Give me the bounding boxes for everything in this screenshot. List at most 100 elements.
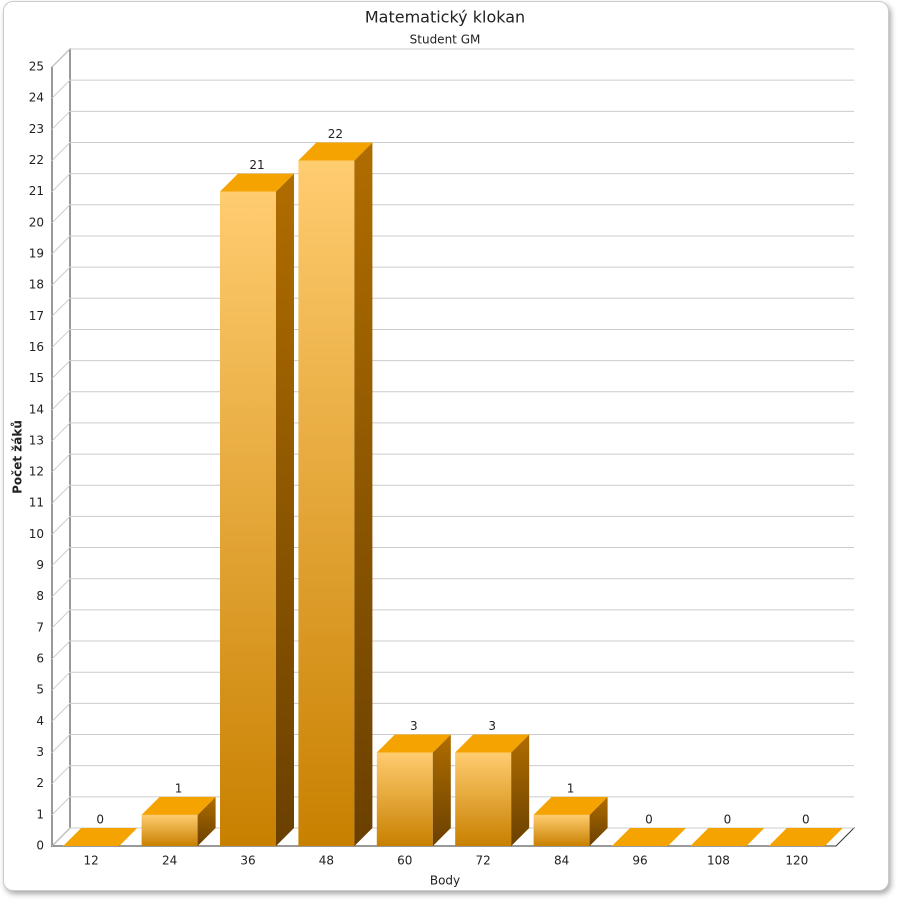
grid-line bbox=[51, 547, 854, 566]
grid-line bbox=[51, 484, 854, 504]
value-label: 0 bbox=[645, 813, 653, 827]
value-label: 0 bbox=[802, 813, 810, 827]
value-label: 22 bbox=[328, 127, 343, 141]
value-label: 1 bbox=[567, 781, 575, 795]
grid-line bbox=[51, 702, 854, 722]
y-tick-label: 21 bbox=[29, 184, 44, 198]
value-label: 21 bbox=[249, 158, 264, 172]
bar-front bbox=[533, 814, 590, 846]
value-label: 1 bbox=[175, 781, 183, 795]
y-tick-label: 16 bbox=[29, 340, 44, 354]
x-tick-label: 36 bbox=[240, 854, 255, 868]
grid-line bbox=[51, 266, 854, 286]
bar-top bbox=[533, 796, 608, 815]
bar bbox=[298, 142, 373, 847]
grid-line bbox=[51, 173, 854, 192]
y-tick-label: 17 bbox=[29, 309, 44, 323]
bar-top bbox=[768, 828, 843, 846]
y-tick-label: 10 bbox=[29, 527, 44, 541]
x-tick-label: 24 bbox=[162, 854, 177, 868]
y-tick-label: 13 bbox=[29, 433, 44, 447]
grid-line bbox=[51, 765, 854, 785]
y-tick-label: 3 bbox=[36, 745, 44, 759]
chart-subtitle: Student GM bbox=[410, 33, 481, 47]
grid-line bbox=[51, 609, 854, 629]
bar-top bbox=[298, 142, 373, 161]
y-tick-label: 2 bbox=[36, 776, 44, 790]
x-tick-label: 84 bbox=[554, 854, 569, 868]
y-tick-label: 15 bbox=[29, 371, 44, 385]
y-tick-label: 11 bbox=[29, 496, 44, 510]
grid-line bbox=[51, 204, 854, 224]
value-label: 3 bbox=[488, 719, 496, 733]
x-tick-label: 96 bbox=[632, 854, 647, 868]
y-tick-label: 6 bbox=[36, 652, 44, 666]
bar bbox=[690, 828, 765, 846]
grid-line bbox=[51, 391, 854, 411]
grid-line bbox=[51, 578, 854, 598]
bar bbox=[220, 173, 294, 846]
y-tick-label: 9 bbox=[36, 558, 44, 572]
bar-side bbox=[197, 796, 216, 846]
x-tick-label: 12 bbox=[84, 854, 99, 868]
y-tick-label: 12 bbox=[29, 465, 44, 479]
grid-line bbox=[51, 422, 854, 442]
value-label: 0 bbox=[96, 813, 104, 827]
grid-line bbox=[51, 734, 854, 753]
x-tick-label: 120 bbox=[785, 854, 808, 868]
bar bbox=[768, 828, 843, 846]
value-label: 0 bbox=[724, 813, 732, 827]
y-tick-label: 23 bbox=[29, 122, 44, 136]
bar-front bbox=[141, 814, 198, 846]
bar-front bbox=[220, 191, 276, 846]
y-tick-label: 18 bbox=[29, 278, 44, 292]
grid-line bbox=[51, 48, 854, 68]
y-tick-label: 4 bbox=[36, 714, 44, 728]
x-tick-label: 72 bbox=[476, 854, 491, 868]
y-tick-label: 20 bbox=[29, 215, 44, 229]
bar-top bbox=[220, 173, 294, 192]
bar-top bbox=[141, 796, 216, 815]
bar-top bbox=[63, 828, 138, 846]
y-tick-label: 8 bbox=[36, 589, 44, 603]
y-tick-label: 5 bbox=[36, 683, 44, 697]
grid-line bbox=[51, 235, 854, 255]
bar-top bbox=[690, 828, 765, 846]
bar-top bbox=[612, 828, 686, 846]
x-tick-label: 108 bbox=[707, 854, 730, 868]
bar bbox=[455, 734, 530, 846]
grid-line bbox=[51, 110, 854, 130]
y-tick-label: 24 bbox=[29, 91, 44, 105]
y-tick-label: 0 bbox=[36, 839, 44, 853]
bar-front bbox=[376, 752, 433, 846]
bar-side bbox=[511, 734, 530, 846]
y-axis-label: Počet žáků bbox=[11, 420, 25, 494]
side-wall bbox=[51, 47, 71, 848]
y-tick-label: 1 bbox=[36, 807, 44, 821]
y-tick-label: 22 bbox=[29, 153, 44, 167]
grid-line bbox=[51, 79, 854, 99]
bar bbox=[533, 796, 608, 846]
x-tick-label: 60 bbox=[397, 854, 412, 868]
y-tick-label: 7 bbox=[36, 620, 44, 634]
grid-line bbox=[51, 453, 854, 473]
bar-side bbox=[354, 142, 373, 847]
bar-front bbox=[455, 752, 512, 846]
bar bbox=[376, 734, 451, 846]
bar-front bbox=[298, 160, 355, 847]
grid-line bbox=[51, 640, 854, 660]
bar bbox=[612, 828, 686, 846]
bar-side bbox=[276, 173, 294, 846]
grid-line bbox=[51, 141, 854, 161]
x-tick-label: 48 bbox=[319, 854, 334, 868]
bar bbox=[63, 828, 138, 846]
grid-line bbox=[51, 328, 854, 348]
y-tick-label: 14 bbox=[29, 402, 44, 416]
bar bbox=[141, 796, 216, 846]
chart-title: Matematický klokan bbox=[365, 8, 525, 27]
y-tick-label: 19 bbox=[29, 246, 44, 260]
bar-side bbox=[432, 734, 451, 846]
value-label: 3 bbox=[410, 719, 418, 733]
